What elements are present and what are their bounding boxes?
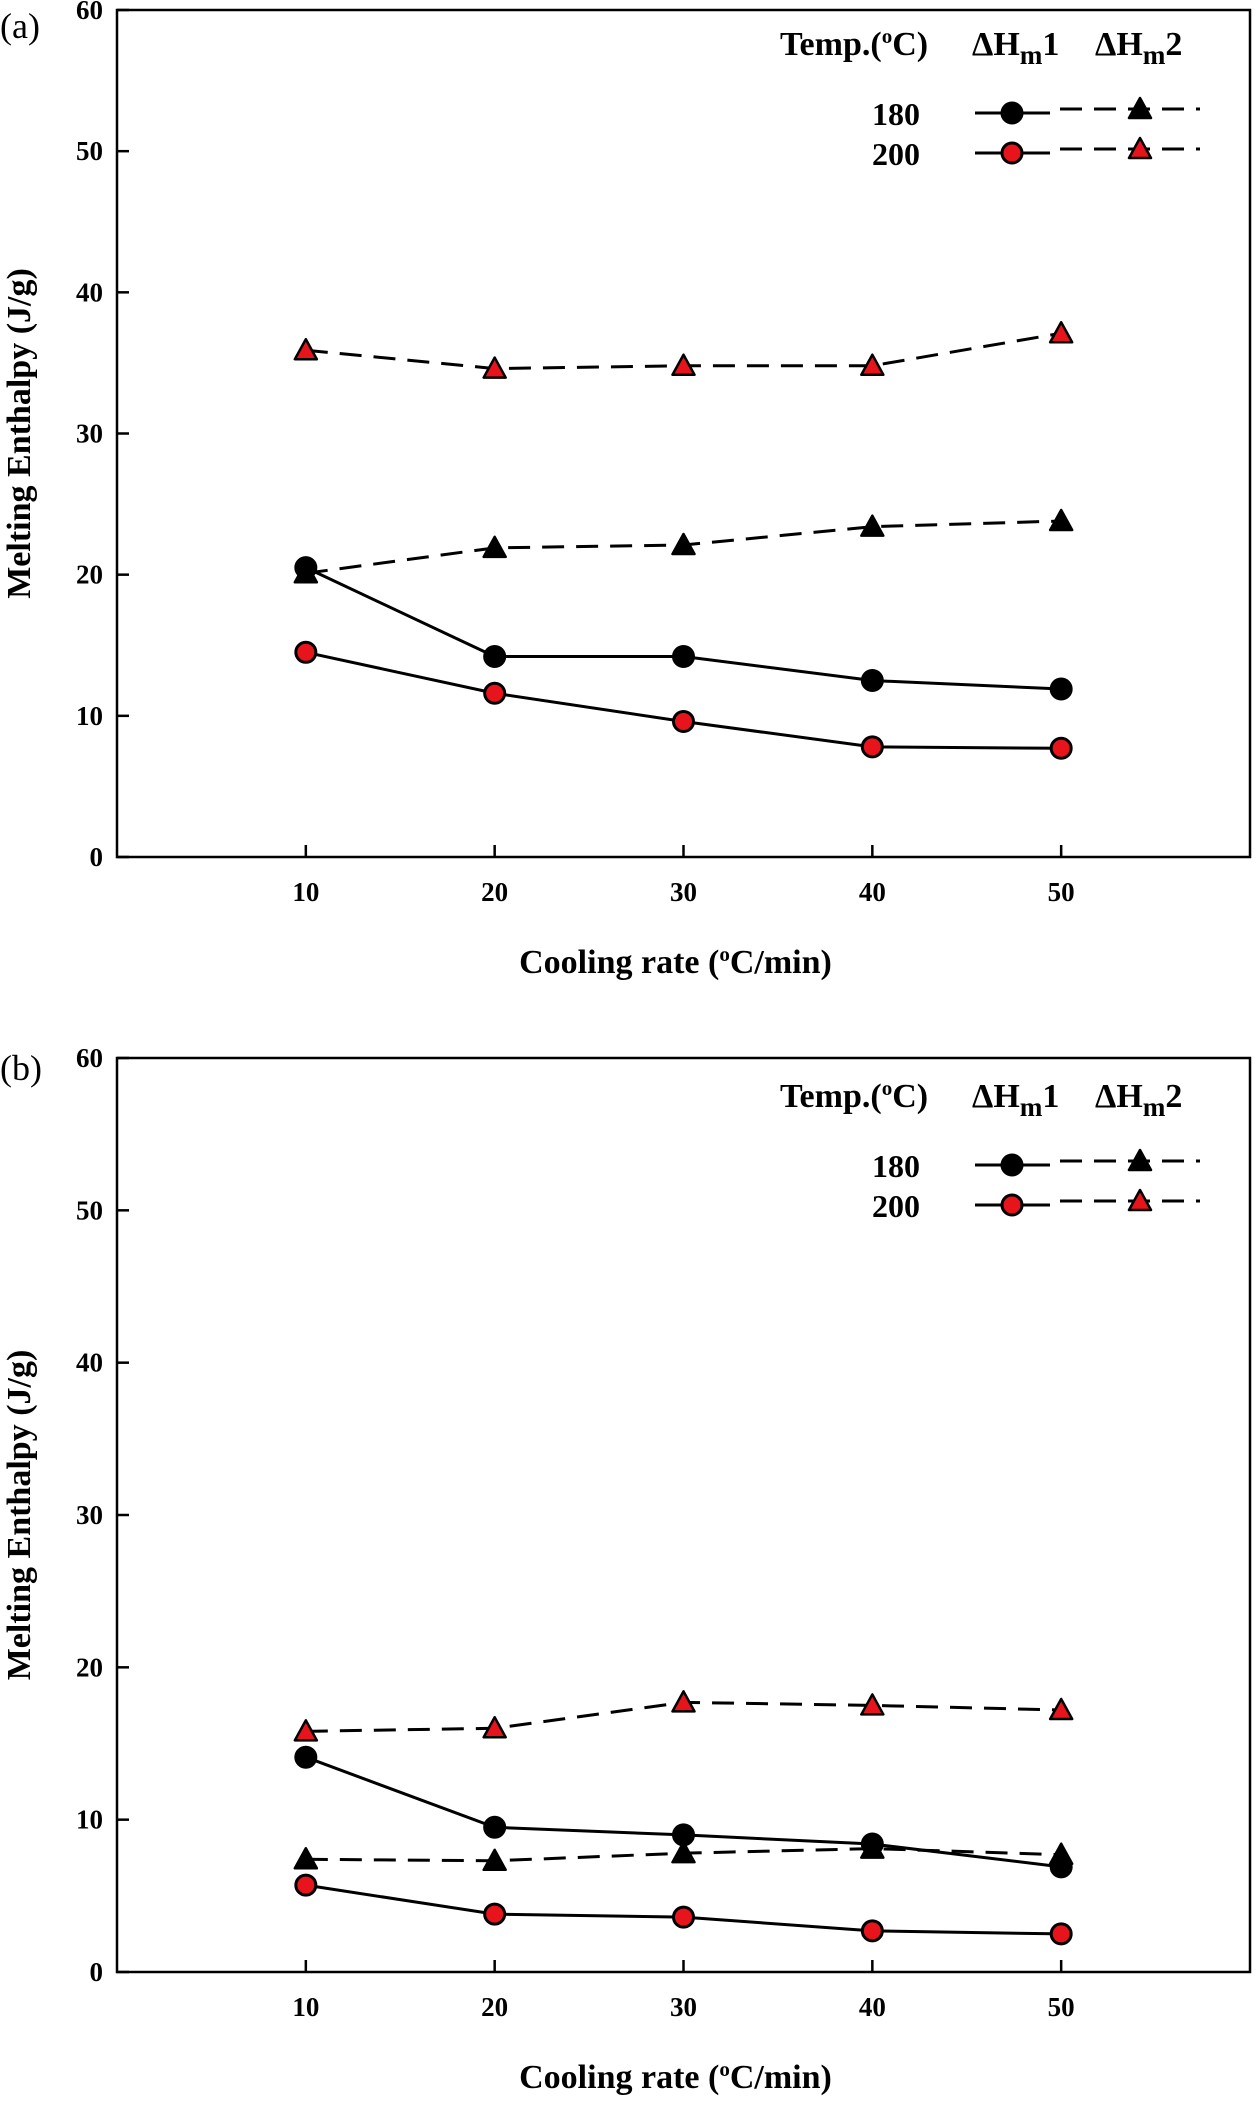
x-tick-label: 30: [670, 1992, 697, 2022]
data-point-180-hm1: [483, 645, 507, 669]
data-point-180-hm1: [860, 669, 884, 693]
data-point-200-hm2: [671, 353, 696, 376]
y-tick-label: 30: [76, 419, 103, 449]
y-tick-label: 20: [76, 560, 103, 590]
data-point-200-hm1: [483, 681, 507, 705]
y-tick-label: 0: [90, 842, 104, 872]
chart-panel-b: (b) 0 10 20 30 40 50 60 10 20 30 40 50 Cooling rate (…: [0, 1043, 1252, 2096]
legend: Temp.(oC) ΔHm1 ΔHm2 180 200: [780, 24, 1200, 172]
legend-marker-hm1: [1000, 1193, 1024, 1217]
data-point-180-hm2: [482, 1848, 507, 1872]
y-tick-label: 60: [76, 1043, 103, 1073]
y-tick-label: 60: [76, 0, 103, 25]
data-point-180-hm1: [483, 1815, 507, 1839]
data-point-180-hm2: [1048, 508, 1074, 532]
legend-row-label: 180: [872, 96, 920, 132]
data-point-180-hm1: [672, 1823, 695, 1847]
panel-label: (a): [0, 6, 40, 46]
y-tick-label: 20: [76, 1652, 103, 1682]
x-tick-label: 50: [1048, 877, 1075, 907]
legend-header-hm1: ΔHm1: [972, 1078, 1059, 1122]
legend-header-hm2: ΔHm2: [1095, 1078, 1182, 1122]
legend-marker-hm1: [1000, 101, 1024, 125]
x-tick-label: 30: [670, 877, 697, 907]
data-point-180-hm1: [1049, 677, 1073, 701]
legend-marker-hm2: [1127, 96, 1153, 120]
data-point-200-hm2: [482, 356, 507, 379]
data-point-180-hm1: [1049, 1855, 1073, 1879]
legend: Temp.(oC) ΔHm1 ΔHm2 180 200: [780, 1076, 1200, 1224]
data-point-200-hm1: [1049, 1922, 1073, 1946]
data-point-200-hm2: [293, 337, 319, 361]
data-point-180-hm1: [672, 645, 695, 669]
legend-marker-hm1: [1000, 1153, 1024, 1177]
series-line-180-hm1: [305, 566, 1062, 691]
data-point-180-hm2: [671, 532, 696, 556]
data-point-200-hm1: [860, 1919, 884, 1943]
data-point-200-hm2: [482, 1716, 507, 1739]
y-axis-title: Melting Enthalpy (J/g): [1, 268, 38, 599]
y-tick-label: 40: [76, 1348, 103, 1378]
data-point-180-hm1: [294, 556, 318, 580]
data-point-200-hm1: [294, 1873, 318, 1897]
y-tick-label: 0: [90, 1957, 104, 1987]
y-tick-label: 50: [76, 136, 103, 166]
data-point-180-hm2: [671, 1840, 696, 1864]
y-tick-label: 10: [76, 701, 103, 731]
data-point-200-hm1: [1049, 736, 1073, 760]
data-point-180-hm2: [482, 535, 507, 559]
legend-header-temp: Temp.(oC): [780, 1076, 928, 1115]
legend-marker-hm2: [1127, 1148, 1153, 1172]
chart-panel-a: (a) 0 10 20 30 40 50 60 10 20 30 40 50 Cooling rate (…: [0, 0, 1252, 981]
legend-header-hm1: ΔHm1: [972, 26, 1059, 70]
x-axis-title: Cooling rate (oC/min): [519, 942, 832, 981]
legend-row-label: 180: [872, 1148, 920, 1184]
x-axis-title: Cooling rate (oC/min): [519, 2057, 832, 2096]
x-tick-label: 50: [1048, 1992, 1075, 2022]
legend-header-hm2: ΔHm2: [1095, 26, 1182, 70]
y-tick-label: 10: [76, 1805, 103, 1835]
data-point-200-hm1: [483, 1902, 507, 1926]
x-tick-label: 20: [481, 877, 508, 907]
data-point-180-hm2: [860, 514, 885, 537]
data-point-200-hm2: [1048, 321, 1074, 344]
x-tick-label: 20: [481, 1992, 508, 2022]
data-point-200-hm1: [672, 1905, 695, 1929]
y-tick-label: 30: [76, 1500, 103, 1530]
legend-row-label: 200: [872, 1188, 920, 1224]
legend-marker-hm1: [1000, 141, 1024, 165]
legend-marker-hm2: [1127, 1188, 1153, 1212]
data-point-200-hm2: [671, 1690, 696, 1713]
legend-row-label: 200: [872, 136, 920, 172]
legend-header-temp: Temp.(oC): [780, 24, 928, 63]
data-point-200-hm1: [860, 735, 884, 759]
y-axis-title: Melting Enthalpy (J/g): [1, 1350, 38, 1681]
x-tick-label: 40: [859, 1992, 886, 2022]
x-tick-label: 10: [292, 877, 319, 907]
x-tick-label: 40: [859, 877, 886, 907]
x-tick-label: 10: [292, 1992, 319, 2022]
data-point-200-hm1: [294, 640, 318, 664]
y-tick-label: 40: [76, 277, 103, 307]
panel-label: (b): [0, 1048, 42, 1088]
data-point-200-hm2: [860, 353, 885, 376]
data-point-180-hm1: [860, 1832, 884, 1856]
data-point-200-hm2: [293, 1719, 319, 1742]
data-point-200-hm2: [860, 1693, 885, 1716]
legend-marker-hm2: [1127, 136, 1153, 160]
data-point-200-hm2: [1048, 1697, 1074, 1721]
y-tick-label: 50: [76, 1195, 103, 1225]
data-point-180-hm1: [294, 1745, 318, 1769]
data-point-180-hm2: [293, 1847, 319, 1870]
data-point-200-hm1: [672, 709, 695, 733]
